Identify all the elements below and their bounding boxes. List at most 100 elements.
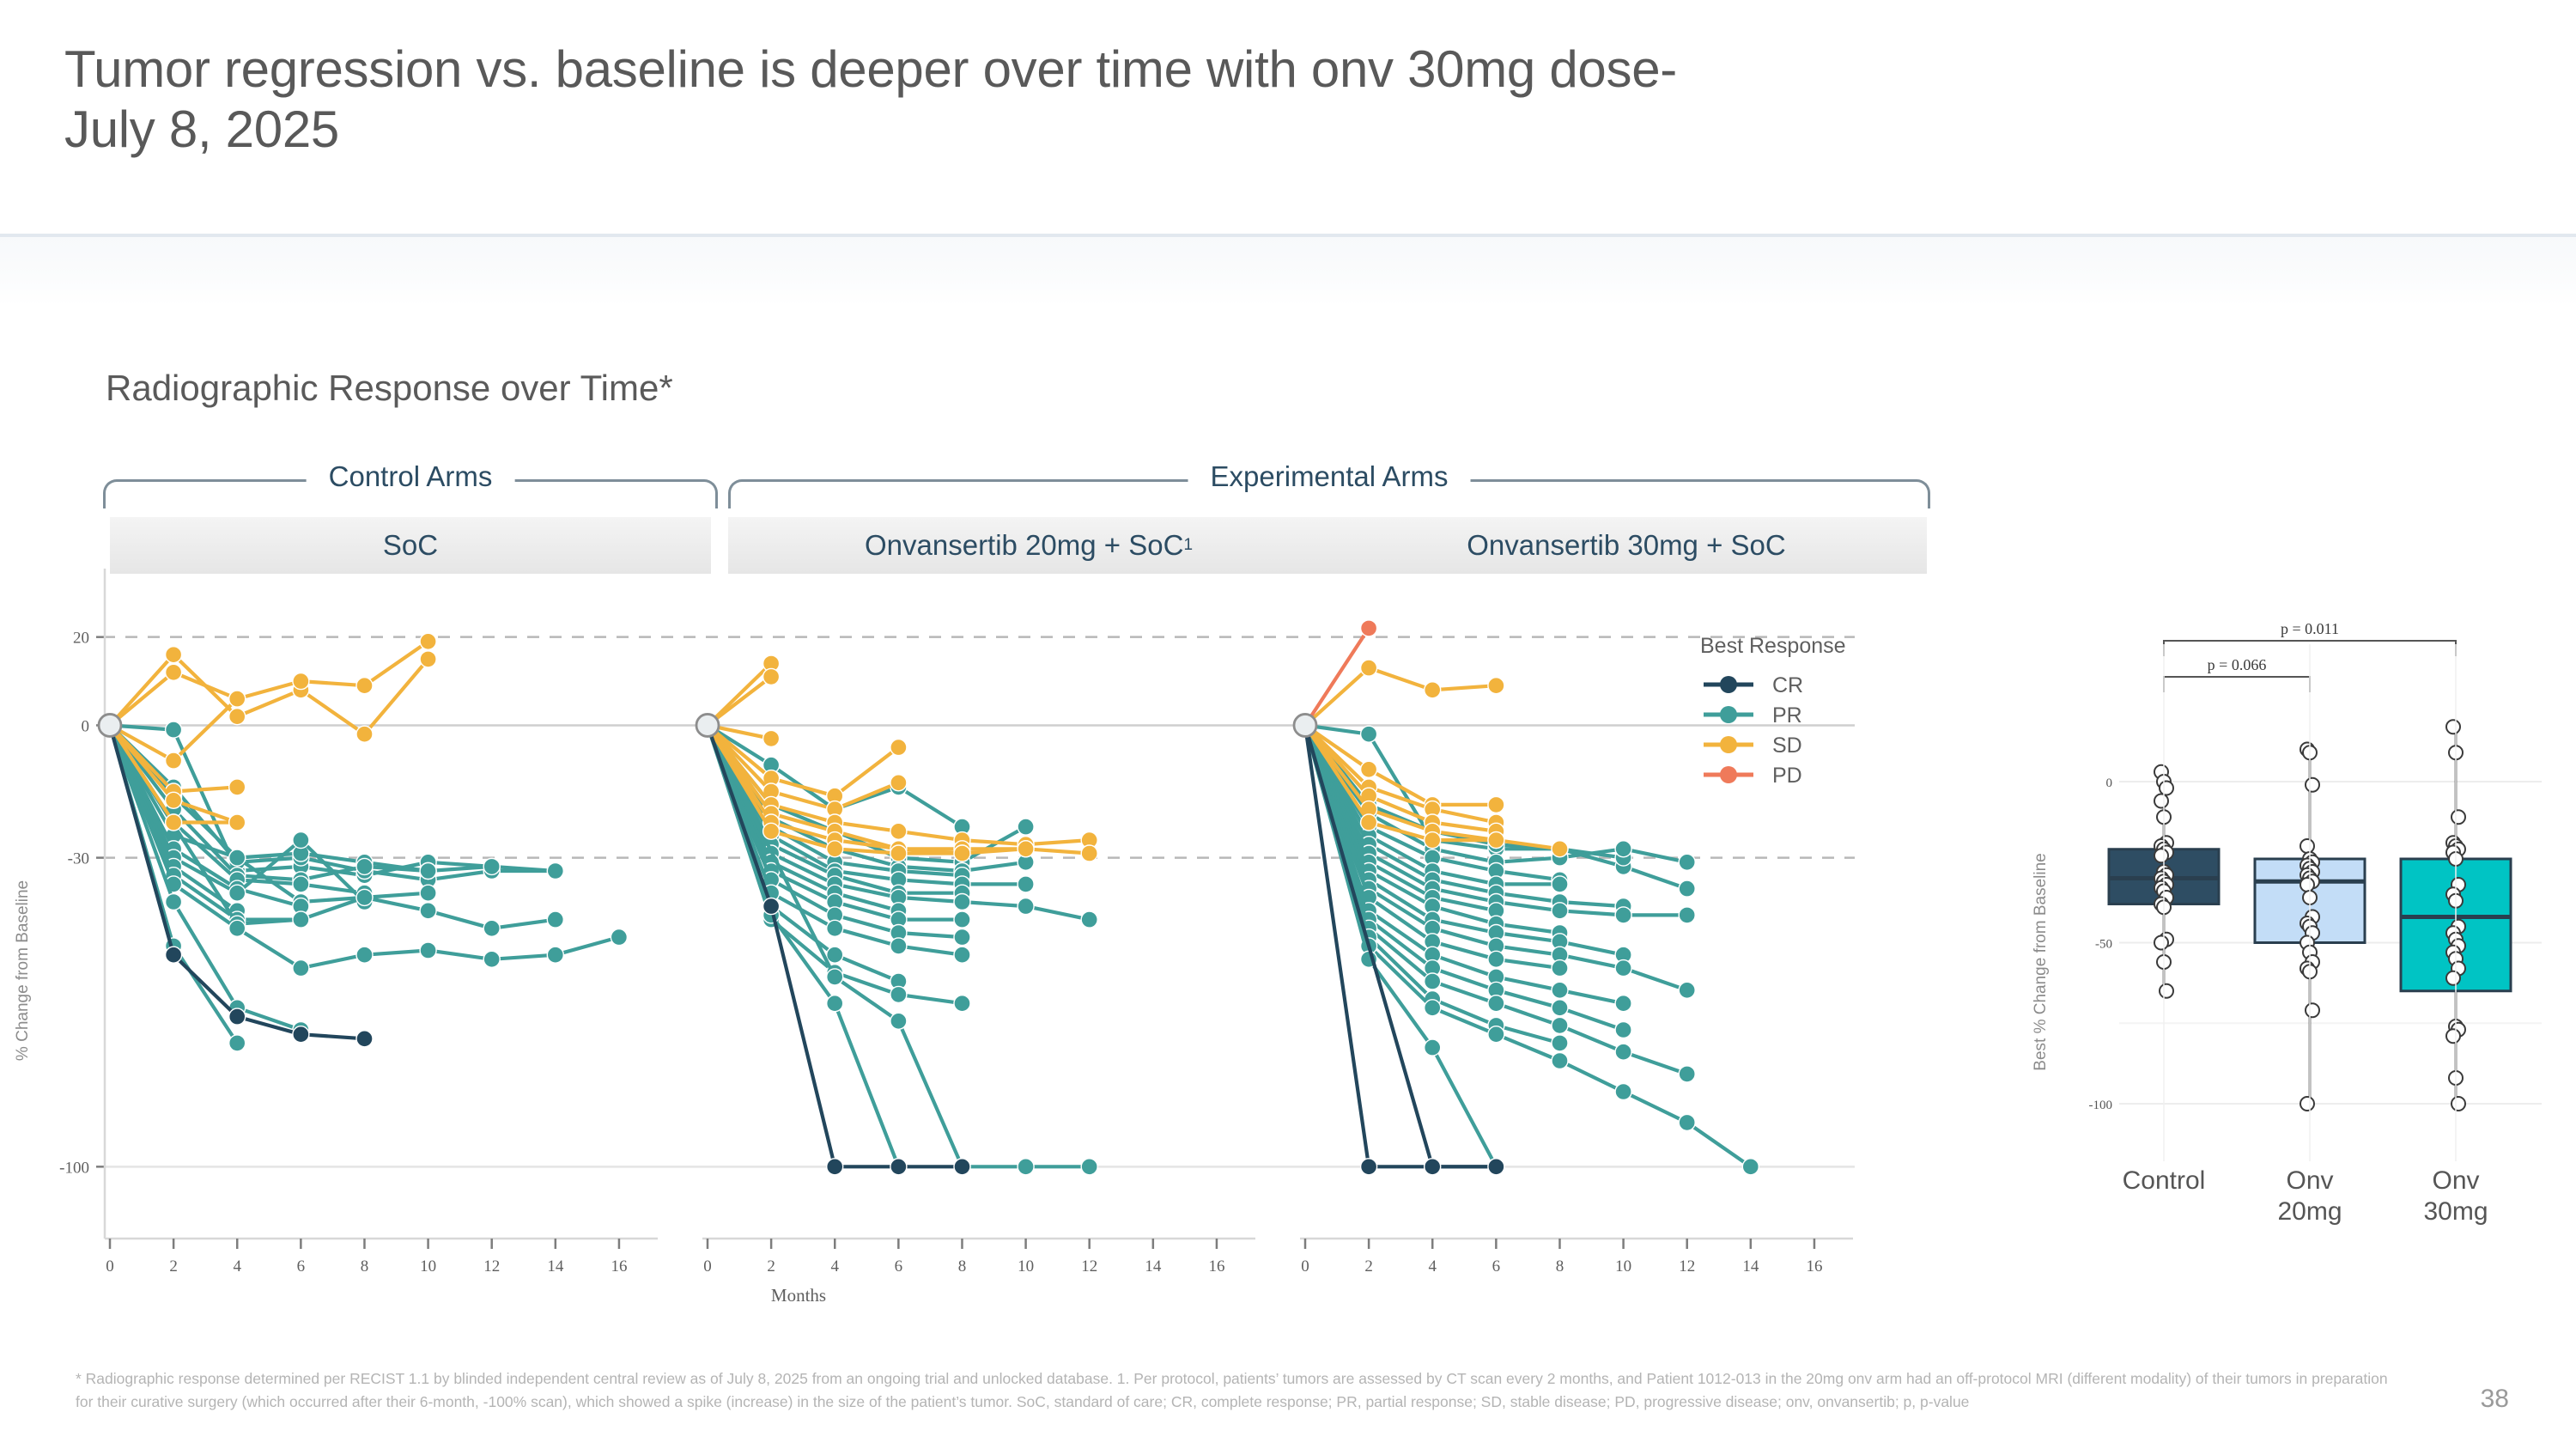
data-point: [953, 946, 971, 964]
data-point: [355, 857, 374, 876]
svg-text:4: 4: [1428, 1257, 1437, 1275]
svg-text:8: 8: [361, 1257, 369, 1275]
boxplot-data-point: [2154, 935, 2169, 951]
svg-text:12: 12: [1679, 1257, 1695, 1275]
svg-text:10: 10: [1018, 1257, 1034, 1275]
patient-trajectory: [1303, 659, 1505, 728]
patient-trajectory: [705, 723, 971, 928]
data-point: [1614, 995, 1632, 1013]
svg-text:14: 14: [1145, 1257, 1162, 1275]
data-point: [1614, 1020, 1632, 1039]
data-point: [1017, 818, 1035, 836]
data-point: [1080, 844, 1098, 862]
data-point: [1678, 1065, 1696, 1083]
data-point: [1487, 950, 1505, 968]
data-point: [1080, 910, 1098, 928]
svg-text:4: 4: [233, 1257, 241, 1275]
patient-trajectory: [1303, 723, 1569, 977]
data-point: [546, 861, 564, 880]
boxplot-data-point: [2451, 1096, 2466, 1111]
data-point: [355, 1030, 374, 1048]
data-point: [419, 861, 437, 880]
data-point: [1359, 619, 1378, 637]
data-point: [1551, 999, 1569, 1017]
svg-text:8: 8: [1556, 1257, 1564, 1275]
boxplot-category-label: Onv: [2432, 1166, 2479, 1195]
data-point: [890, 774, 908, 792]
legend-item-cr: CR: [1704, 673, 1803, 697]
svg-text:8: 8: [958, 1257, 967, 1275]
boxplot-y-axis-label: Best % Change from Baseline: [2032, 853, 2050, 1070]
boxplot-data-point: [2305, 1002, 2320, 1019]
data-point: [1678, 1113, 1696, 1132]
patient-trajectory: [705, 667, 781, 728]
svg-text:-30: -30: [68, 850, 89, 868]
significance-bracket: p = 0.066: [2163, 656, 2311, 692]
boxplot-data-point: [2300, 1096, 2315, 1111]
data-point: [228, 1034, 246, 1052]
svg-text:0: 0: [82, 717, 90, 735]
data-point: [419, 902, 437, 920]
boxplot-category-label: Onv: [2286, 1166, 2333, 1195]
patient-trajectory: [107, 723, 629, 977]
data-point: [228, 1008, 246, 1026]
data-point: [1551, 1034, 1569, 1052]
svg-text:2: 2: [767, 1257, 775, 1275]
panel-header-onv20: Onvansertib 20mg + SoC 1: [728, 517, 1329, 574]
patient-trajectory: [705, 723, 908, 805]
data-point: [228, 690, 246, 708]
svg-text:20: 20: [73, 630, 89, 648]
data-point: [1487, 1158, 1505, 1176]
data-point: [1678, 880, 1696, 898]
patient-trajectory: [1303, 619, 1378, 728]
panel-header-onv20-label: Onvansertib 20mg + SoC: [864, 529, 1184, 561]
data-point: [164, 645, 183, 664]
title-band: Tumor regression vs. baseline is deeper …: [0, 0, 2576, 234]
data-point: [419, 632, 437, 651]
data-point: [953, 928, 971, 947]
data-point: [1359, 725, 1378, 743]
data-point: [228, 813, 246, 831]
data-point: [1423, 1158, 1442, 1176]
data-point: [292, 910, 310, 928]
data-point: [292, 831, 310, 849]
boxplot-data-point: [2305, 776, 2320, 793]
arm-group-experimental: Experimental Arms: [728, 460, 1930, 512]
legend-label: PR: [1772, 703, 1802, 728]
data-point: [953, 844, 971, 862]
data-point: [1359, 813, 1378, 831]
data-point: [1551, 1051, 1569, 1070]
data-point: [355, 888, 374, 907]
data-point: [1423, 972, 1442, 990]
data-point: [483, 950, 501, 968]
data-point: [890, 1158, 908, 1176]
boxplot-data-point: [2445, 970, 2461, 986]
arm-group-control: Control Arms: [103, 460, 718, 512]
data-point: [292, 1026, 310, 1044]
legend-title: Best Response: [1700, 634, 1846, 658]
boxplot-y-tick-label: -50: [2095, 938, 2112, 952]
data-point: [890, 985, 908, 1004]
p-value-label: p = 0.011: [2281, 620, 2339, 637]
data-point: [164, 663, 183, 682]
svg-text:4: 4: [830, 1257, 839, 1275]
boxplot-data-point: [2451, 809, 2466, 825]
data-point: [762, 897, 781, 916]
svg-text:16: 16: [1806, 1257, 1822, 1275]
data-point: [1080, 1158, 1098, 1176]
data-point: [546, 946, 564, 964]
data-point: [1017, 1158, 1035, 1176]
svg-text:2: 2: [169, 1257, 178, 1275]
svg-text:16: 16: [1208, 1257, 1224, 1275]
data-point: [546, 910, 564, 928]
data-point: [890, 1012, 908, 1030]
data-point: [1551, 1016, 1569, 1035]
patient-trajectory: [705, 723, 1098, 862]
panel-header-soc-label: SoC: [382, 529, 439, 561]
svg-text:0: 0: [106, 1257, 114, 1275]
arm-group-label-experimental: Experimental Arms: [1188, 460, 1471, 493]
data-point: [1614, 1043, 1632, 1061]
patient-trajectory: [107, 723, 374, 1048]
header-accent-band: [0, 237, 2576, 306]
page-title: Tumor regression vs. baseline is deeper …: [64, 40, 1677, 159]
